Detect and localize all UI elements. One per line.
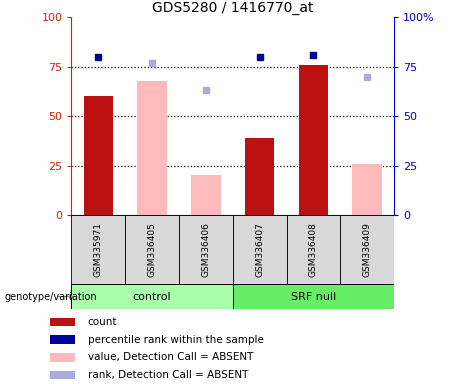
Text: SRF null: SRF null [291,291,336,302]
Text: GSM336405: GSM336405 [148,222,157,277]
Bar [50,371,75,379]
Text: rank, Detection Call = ABSENT: rank, Detection Call = ABSENT [88,370,248,380]
Title: GDS5280 / 1416770_at: GDS5280 / 1416770_at [152,1,313,15]
Text: GSM336406: GSM336406 [201,222,210,277]
Text: GSM336409: GSM336409 [363,222,372,277]
Bar [50,318,75,326]
Text: count: count [88,317,117,327]
Bar [233,215,287,284]
Text: control: control [133,291,171,302]
Text: GSM335971: GSM335971 [94,222,103,277]
Text: percentile rank within the sample: percentile rank within the sample [88,334,264,344]
Bar [50,353,75,362]
Text: value, Detection Call = ABSENT: value, Detection Call = ABSENT [88,353,253,362]
Bar [71,215,125,284]
Bar [137,81,167,215]
Bar [71,284,233,309]
Bar [179,215,233,284]
Bar [287,215,340,284]
Bar [233,284,394,309]
Bar [245,138,274,215]
Text: GSM336407: GSM336407 [255,222,264,277]
Bar [353,164,382,215]
Bar [191,175,221,215]
Bar [50,335,75,344]
Text: GSM336408: GSM336408 [309,222,318,277]
Bar [299,65,328,215]
Text: genotype/variation: genotype/variation [5,291,97,302]
Bar [83,96,113,215]
Bar [125,215,179,284]
Bar [340,215,394,284]
